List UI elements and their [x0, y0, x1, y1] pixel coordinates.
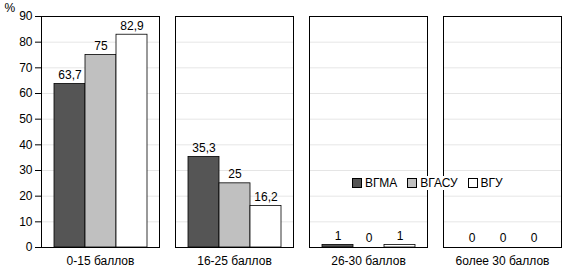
svg-text:75: 75	[94, 39, 108, 53]
svg-text:6олее 30 баллов: 6олее 30 баллов	[456, 254, 550, 268]
svg-text:35,3: 35,3	[192, 141, 216, 155]
svg-text:%: %	[5, 1, 16, 15]
svg-text:0-15 баллов: 0-15 баллов	[67, 254, 135, 268]
svg-text:90: 90	[19, 9, 33, 23]
svg-text:16,2: 16,2	[254, 190, 278, 204]
svg-text:26-30 баллов: 26-30 баллов	[331, 254, 405, 268]
svg-text:1: 1	[397, 229, 404, 243]
svg-text:0: 0	[366, 231, 373, 245]
svg-text:10: 10	[19, 215, 33, 229]
svg-text:30: 30	[19, 163, 33, 177]
svg-text:63,7: 63,7	[58, 68, 82, 82]
svg-text:1: 1	[335, 229, 342, 243]
html-text:ВГУ: ВГУ	[480, 176, 503, 190]
svg-text:50: 50	[19, 112, 33, 126]
svg-text:25: 25	[228, 167, 242, 181]
svg-text:70: 70	[19, 61, 33, 75]
svg-text:40: 40	[19, 138, 33, 152]
svg-text:0: 0	[26, 240, 33, 254]
svg-text:0: 0	[531, 231, 538, 245]
svg-text:82,9: 82,9	[120, 19, 144, 33]
html-text:ВГМА: ВГМА	[365, 176, 398, 190]
svg-text:16-25 баллов: 16-25 баллов	[197, 254, 271, 268]
svg-text:0: 0	[500, 231, 507, 245]
svg-text:0: 0	[469, 231, 476, 245]
svg-text:20: 20	[19, 189, 33, 203]
html-text:ВГАСУ: ВГАСУ	[420, 176, 458, 190]
svg-text:60: 60	[19, 86, 33, 100]
svg-text:80: 80	[19, 35, 33, 49]
